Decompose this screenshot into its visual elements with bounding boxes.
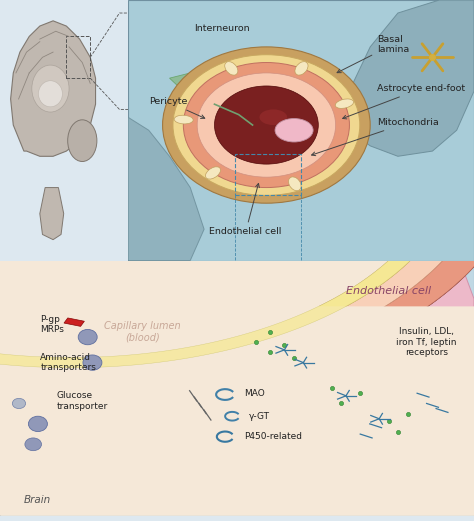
Polygon shape xyxy=(128,117,204,260)
Polygon shape xyxy=(0,116,474,401)
Circle shape xyxy=(214,86,319,164)
Text: Glucose
transporter: Glucose transporter xyxy=(57,391,108,411)
Polygon shape xyxy=(10,21,96,156)
Ellipse shape xyxy=(225,61,238,75)
Text: Endothelial cell: Endothelial cell xyxy=(210,183,282,237)
Ellipse shape xyxy=(275,118,313,142)
Ellipse shape xyxy=(259,109,287,125)
Ellipse shape xyxy=(68,120,97,162)
Circle shape xyxy=(173,55,360,195)
Ellipse shape xyxy=(32,65,69,112)
Polygon shape xyxy=(0,84,474,516)
Text: MAO: MAO xyxy=(244,389,265,398)
Text: γ-GT: γ-GT xyxy=(249,412,270,421)
Text: Brain: Brain xyxy=(24,495,51,505)
Ellipse shape xyxy=(12,399,26,408)
Polygon shape xyxy=(0,80,460,368)
Text: Endothelial cell: Endothelial cell xyxy=(346,286,431,296)
Text: Pericyte: Pericyte xyxy=(149,97,205,118)
Polygon shape xyxy=(64,318,84,326)
Text: Mitochondria: Mitochondria xyxy=(311,118,439,156)
Polygon shape xyxy=(336,0,474,156)
Circle shape xyxy=(197,73,336,177)
Polygon shape xyxy=(170,73,232,117)
Ellipse shape xyxy=(206,167,220,179)
Ellipse shape xyxy=(83,355,102,370)
Polygon shape xyxy=(40,188,64,240)
Bar xyxy=(235,154,301,195)
Polygon shape xyxy=(0,82,474,383)
Polygon shape xyxy=(0,96,474,401)
Text: Amino-acid
transporters: Amino-acid transporters xyxy=(40,353,96,373)
Ellipse shape xyxy=(78,329,97,345)
Text: Astrocyte end-foot: Astrocyte end-foot xyxy=(343,84,465,119)
Ellipse shape xyxy=(335,99,354,108)
Text: Insulin, LDL,
iron Tf, leptin
receptors: Insulin, LDL, iron Tf, leptin receptors xyxy=(396,327,457,357)
Ellipse shape xyxy=(38,81,63,107)
Ellipse shape xyxy=(295,61,308,75)
Polygon shape xyxy=(308,260,474,388)
Bar xyxy=(66,36,90,78)
Circle shape xyxy=(163,47,370,203)
Text: Capillary lumen
(blood): Capillary lumen (blood) xyxy=(104,321,181,343)
Ellipse shape xyxy=(174,115,193,124)
Text: Interneuron: Interneuron xyxy=(194,24,249,33)
Ellipse shape xyxy=(28,416,47,431)
Ellipse shape xyxy=(25,438,42,451)
Text: P-gp
MRPs: P-gp MRPs xyxy=(40,315,64,334)
Circle shape xyxy=(183,63,349,188)
Text: Basal
lamina: Basal lamina xyxy=(337,35,410,72)
Ellipse shape xyxy=(289,177,301,191)
Text: P450-related: P450-related xyxy=(244,432,302,441)
Polygon shape xyxy=(0,80,460,368)
